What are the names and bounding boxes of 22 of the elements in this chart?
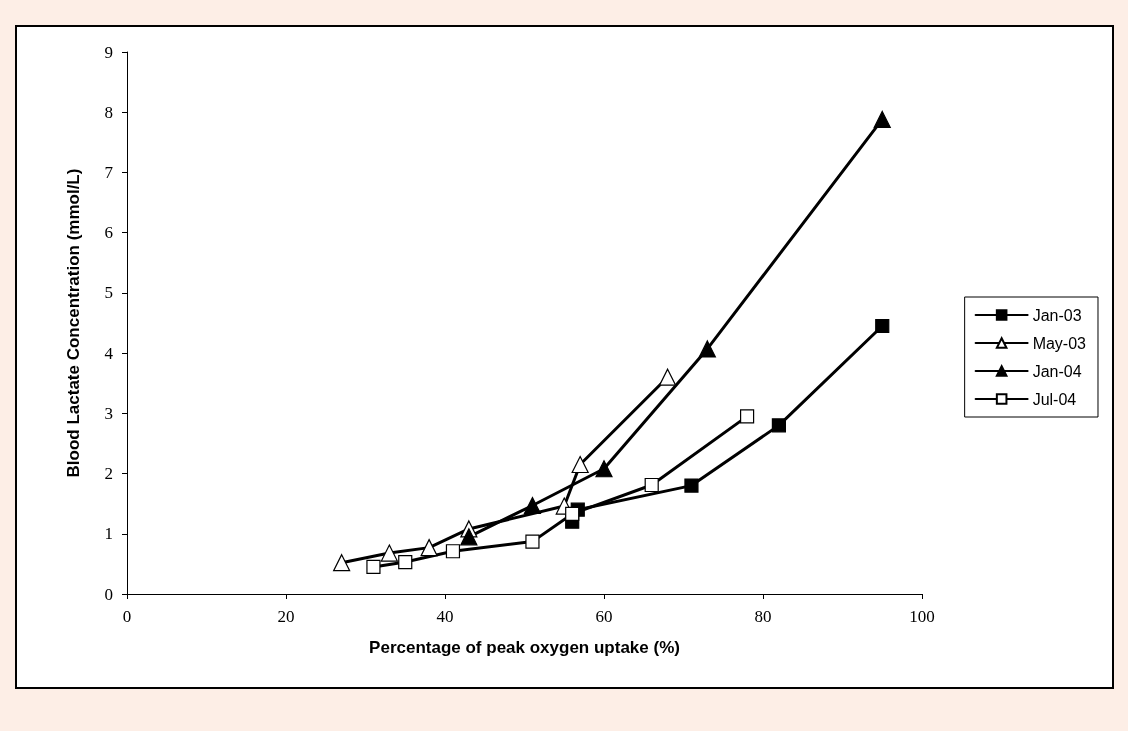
y-tick-label: 8 bbox=[104, 102, 113, 122]
x-tick-label: 0 bbox=[122, 607, 132, 626]
legend-label: Jul-04 bbox=[1032, 390, 1077, 408]
y-tick-label: 7 bbox=[104, 162, 114, 182]
x-tick-label: 100 bbox=[909, 607, 935, 626]
x-tick-label: 20 bbox=[277, 607, 295, 626]
y-tick-label: 0 bbox=[104, 584, 113, 604]
legend-label: Jan-03 bbox=[1032, 306, 1082, 324]
legend-label: Jan-04 bbox=[1032, 362, 1082, 380]
legend-label: May-03 bbox=[1032, 334, 1087, 352]
y-tick-label: 9 bbox=[104, 42, 113, 62]
y-tick-label: 1 bbox=[104, 524, 113, 544]
x-tick-label: 60 bbox=[595, 607, 613, 626]
y-axis-title: Blood Lactate Concentration (mmol/L) bbox=[64, 168, 83, 478]
y-tick-label: 6 bbox=[104, 223, 113, 243]
y-tick-label: 4 bbox=[104, 343, 114, 363]
x-tick-label: 40 bbox=[436, 607, 454, 626]
x-tick-label: 80 bbox=[754, 607, 772, 626]
y-tick-label: 2 bbox=[104, 464, 113, 484]
y-tick-label: 3 bbox=[104, 403, 113, 423]
y-tick-label: 5 bbox=[104, 283, 113, 303]
x-axis-title: Percentage of peak oxygen uptake (%) bbox=[369, 638, 680, 657]
